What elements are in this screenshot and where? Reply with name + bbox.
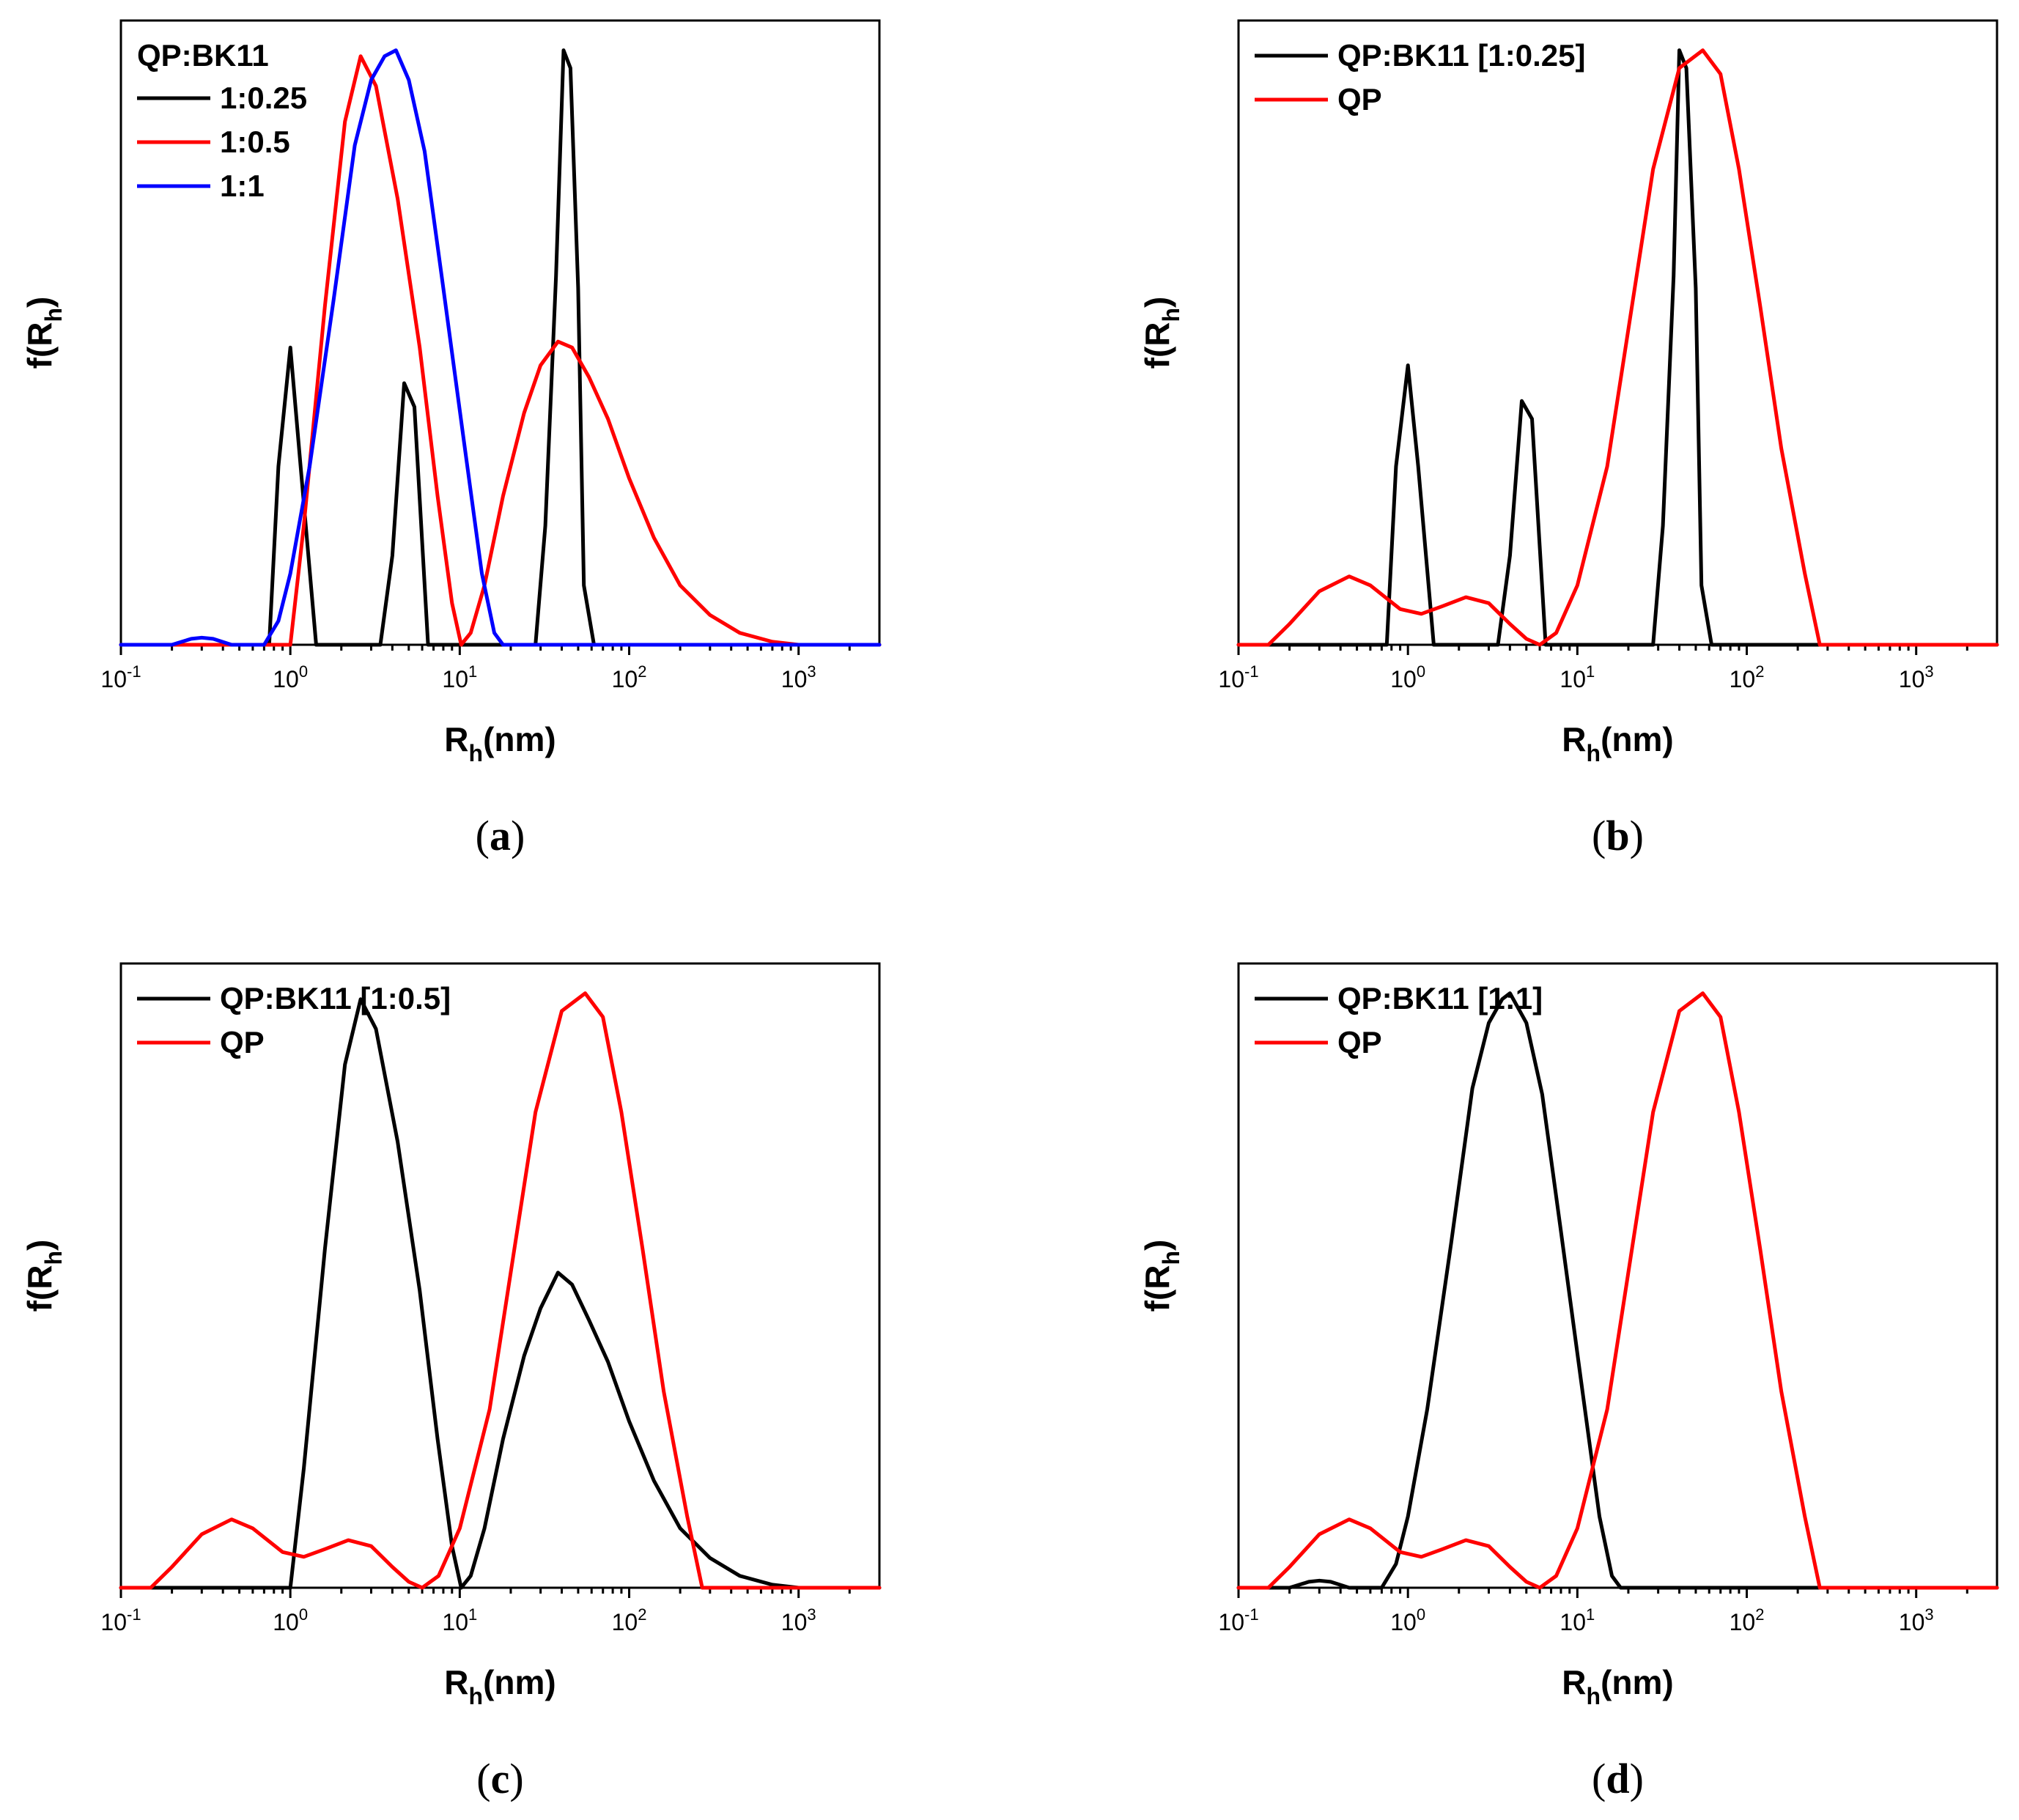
- x-tick-label: 100: [1390, 662, 1425, 692]
- legend-entry: QP: [1337, 1025, 1382, 1059]
- series-line-0: [119, 48, 882, 647]
- x-tick-label: 100: [1390, 1605, 1425, 1635]
- x-tick-label: 101: [1560, 662, 1595, 692]
- panel-caption: (d): [1592, 1755, 1644, 1802]
- legend-entry: 1:0.5: [220, 125, 290, 159]
- legend-entry: QP:BK11 [1:1]: [1337, 981, 1543, 1016]
- chart-panel-d: 10-1 100 101 102 103 Rh(nm) f(Rh) QP:BK11 [1:1]…: [1138, 962, 1999, 1802]
- series-line-1: [1236, 48, 1999, 647]
- x-tick-label: 101: [442, 662, 477, 692]
- legend-entry: QP: [220, 1025, 265, 1059]
- x-tick-label: 10-1: [100, 662, 141, 692]
- series-line-0: [1236, 991, 1999, 1590]
- legend-entry: QP:BK11 [1:0.5]: [220, 981, 451, 1016]
- x-tick-label: 10-1: [100, 1605, 141, 1635]
- series-line-2: [119, 48, 882, 647]
- x-tick-label: 102: [612, 662, 647, 692]
- x-tick-label: 102: [612, 1605, 647, 1635]
- plot-frame: [119, 962, 881, 1589]
- legend-entry: QP: [1337, 82, 1382, 116]
- x-axis-label: Rh(nm): [444, 720, 555, 766]
- legend-entry: 1:0.25: [220, 81, 307, 115]
- y-axis-label: f(Rh): [21, 297, 67, 369]
- x-axis-label: Rh(nm): [444, 1663, 555, 1709]
- x-tick-label: 103: [1899, 662, 1934, 692]
- x-tick-label: 101: [442, 1605, 477, 1635]
- series-line-1: [1236, 991, 1999, 1590]
- chart-panel-b: 10-1 100 101 102 103 Rh(nm) f(Rh) QP:BK11 [1:0.…: [1138, 19, 1999, 859]
- x-tick-label: 101: [1560, 1605, 1595, 1635]
- x-tick-label: 10-1: [1218, 1605, 1258, 1635]
- x-tick-label: 102: [1730, 662, 1765, 692]
- x-tick-label: 103: [1899, 1605, 1934, 1635]
- x-tick-label: 100: [273, 1605, 308, 1635]
- x-tick-label: 102: [1730, 1605, 1765, 1635]
- series-line-1: [119, 991, 882, 1590]
- series-line-0: [1236, 48, 1999, 647]
- panel-caption: (a): [476, 812, 525, 859]
- plot-frame: [1237, 962, 1998, 1589]
- legend-entry: 1:1: [220, 169, 265, 203]
- y-axis-label: f(Rh): [1138, 297, 1184, 369]
- x-tick-label: 10-1: [1218, 662, 1258, 692]
- chart-panel-a: 10-1 100 101 102 103 Rh(nm) f(Rh) QP:BK11 1:0.25…: [21, 19, 882, 859]
- series-line-1: [119, 54, 882, 647]
- legend-title: QP:BK11: [137, 38, 269, 73]
- x-tick-label: 100: [273, 662, 308, 692]
- x-axis-label: Rh(nm): [1562, 1663, 1673, 1709]
- y-axis-label: f(Rh): [1138, 1240, 1184, 1312]
- series-line-0: [119, 997, 882, 1590]
- panel-caption: (c): [476, 1755, 523, 1802]
- legend-entry: QP:BK11 [1:0.25]: [1337, 38, 1585, 73]
- x-axis-label: Rh(nm): [1562, 720, 1673, 766]
- panel-caption: (b): [1592, 812, 1644, 859]
- y-axis-label: f(Rh): [21, 1240, 67, 1312]
- x-tick-label: 103: [781, 662, 816, 692]
- x-tick-label: 103: [781, 1605, 816, 1635]
- chart-panel-c: 10-1 100 101 102 103 Rh(nm) f(Rh) QP:BK11 [1:0.…: [21, 962, 882, 1802]
